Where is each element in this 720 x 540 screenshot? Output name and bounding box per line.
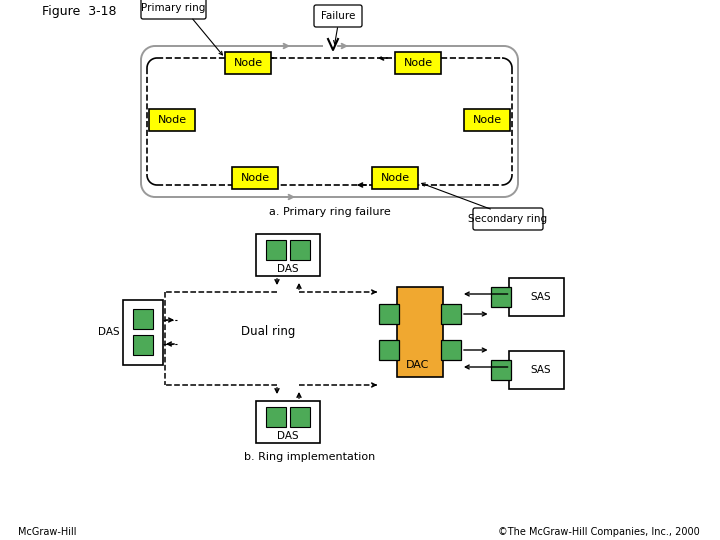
Text: DAS: DAS: [98, 327, 120, 337]
Text: DAC: DAC: [406, 360, 430, 370]
Bar: [290, 240, 310, 260]
Text: Dual ring: Dual ring: [240, 326, 295, 339]
Bar: [508, 278, 564, 316]
Bar: [508, 351, 564, 389]
Bar: [290, 407, 310, 427]
Text: Node: Node: [240, 173, 269, 183]
Text: Node: Node: [380, 173, 410, 183]
Text: b. Ring implementation: b. Ring implementation: [244, 452, 376, 462]
Bar: [490, 287, 510, 307]
Text: Node: Node: [403, 58, 433, 68]
Bar: [464, 109, 510, 131]
Bar: [372, 167, 418, 189]
Bar: [379, 304, 399, 324]
Text: Failure: Failure: [321, 11, 355, 21]
Bar: [379, 340, 399, 360]
Text: Node: Node: [233, 58, 263, 68]
Text: ©The McGraw-Hill Companies, Inc., 2000: ©The McGraw-Hill Companies, Inc., 2000: [498, 527, 700, 537]
Bar: [133, 309, 153, 329]
Bar: [232, 167, 278, 189]
Bar: [266, 407, 286, 427]
Bar: [225, 52, 271, 74]
Text: Figure  3-18: Figure 3-18: [42, 5, 117, 18]
FancyBboxPatch shape: [314, 5, 362, 27]
FancyBboxPatch shape: [473, 208, 543, 230]
Text: a. Primary ring failure: a. Primary ring failure: [269, 207, 391, 217]
Bar: [397, 287, 443, 377]
FancyBboxPatch shape: [141, 0, 206, 19]
Bar: [395, 52, 441, 74]
Bar: [256, 401, 320, 443]
Bar: [123, 300, 163, 365]
Text: SAS: SAS: [531, 292, 552, 302]
Bar: [149, 109, 195, 131]
Bar: [266, 240, 286, 260]
Bar: [490, 360, 510, 380]
Bar: [441, 340, 461, 360]
Text: Node: Node: [472, 115, 502, 125]
Text: McGraw-Hill: McGraw-Hill: [18, 527, 76, 537]
Text: Primary ring: Primary ring: [141, 3, 205, 13]
Text: DAS: DAS: [277, 264, 299, 274]
Text: Secondary ring: Secondary ring: [469, 214, 548, 224]
Text: DAS: DAS: [277, 431, 299, 441]
Bar: [441, 304, 461, 324]
Bar: [133, 335, 153, 355]
Bar: [256, 234, 320, 276]
Text: Node: Node: [158, 115, 186, 125]
Text: SAS: SAS: [531, 365, 552, 375]
